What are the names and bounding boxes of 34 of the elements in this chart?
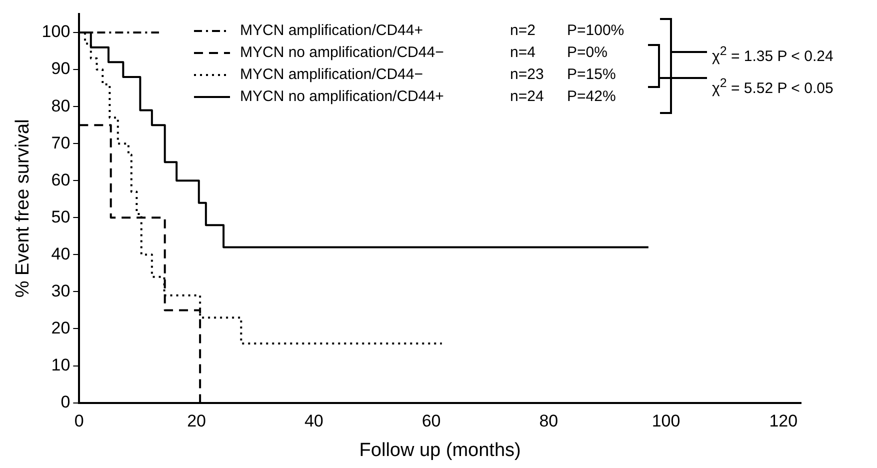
x-tick-label: 120 — [769, 412, 798, 431]
y-tick-label: 0 — [60, 392, 70, 412]
y-tick-label: 70 — [51, 133, 70, 152]
x-tick-label: 20 — [187, 412, 206, 431]
x-tick-label: 40 — [304, 412, 324, 431]
annotation: n=2 — [510, 21, 536, 41]
y-tick-label: 90 — [51, 59, 70, 78]
y-axis-title: % Event free survival — [12, 119, 34, 298]
x-tick-label: 60 — [422, 412, 441, 431]
x-tick-label: 100 — [652, 412, 680, 431]
annotation: n=4 — [510, 43, 536, 63]
x-tick-label: 0 — [74, 412, 84, 431]
y-tick-label: 60 — [51, 170, 70, 190]
y-tick-label: 80 — [51, 96, 70, 116]
legend-label: MYCN amplification/CD44− — [240, 65, 424, 85]
legend-label: MYCN no amplification/CD44+ — [240, 87, 445, 107]
annotation: n=24 — [510, 87, 545, 107]
y-tick-label: 40 — [51, 244, 70, 264]
annotation: P=100% — [567, 21, 624, 41]
annotation: n=23 — [510, 65, 545, 85]
y-tick-label: 20 — [51, 318, 70, 338]
annotation: χ$^{2}$ = 5.52 P < 0.05 — [712, 75, 834, 99]
y-tick-label: 30 — [51, 281, 70, 300]
legend-label: MYCN no amplification/CD44− — [240, 43, 445, 63]
annotation: P=15% — [567, 65, 616, 85]
x-tick-label: 80 — [539, 412, 558, 431]
x-axis-title: Follow up (months) — [359, 440, 521, 461]
y-tick-label: 50 — [51, 207, 70, 226]
legend-label: MYCN amplification/CD44+ — [240, 21, 424, 41]
y-tick-label: 10 — [51, 355, 70, 374]
y-tick-label: 100 — [42, 22, 70, 42]
annotation: P=0% — [567, 43, 608, 63]
annotation: χ$^{2}$ = 1.35 P < 0.24 — [712, 43, 834, 67]
annotation: P=42% — [567, 87, 616, 107]
